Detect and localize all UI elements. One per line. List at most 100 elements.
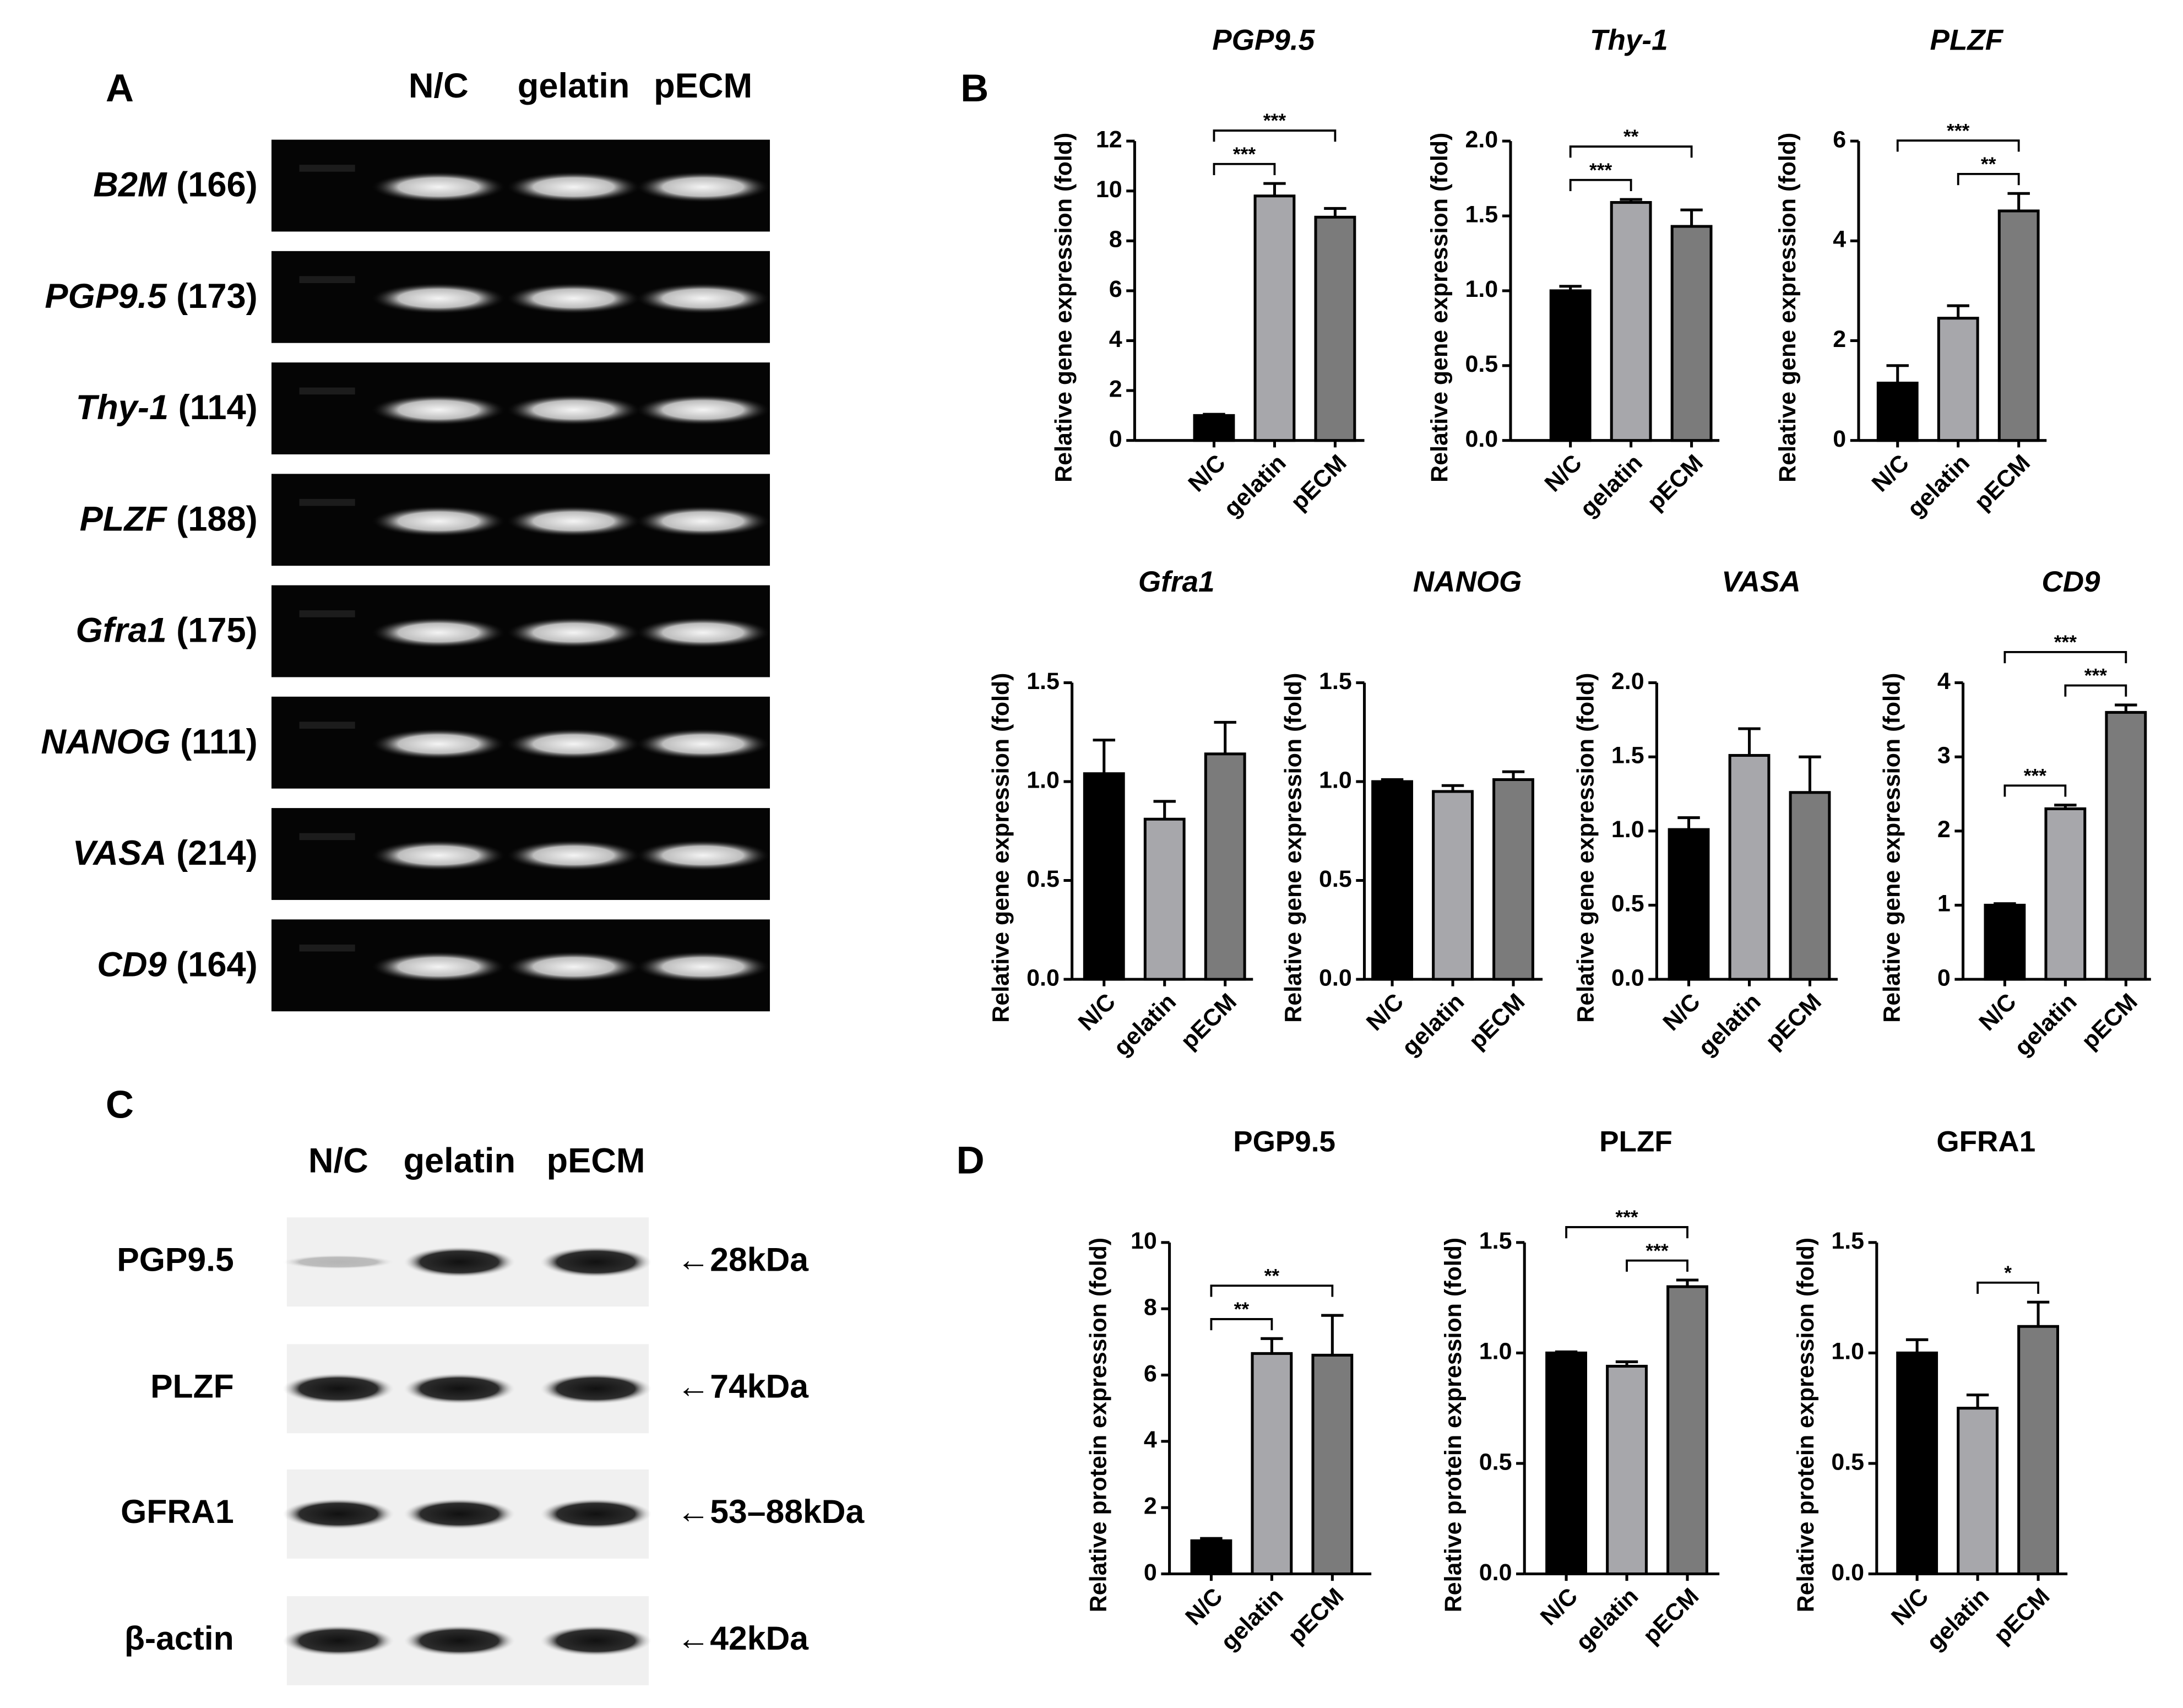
- error-bar: [1559, 285, 1582, 291]
- error-bar: [2115, 703, 2137, 713]
- product-size: (166): [176, 165, 258, 204]
- error-bar: [1381, 778, 1404, 782]
- ladder-band: [299, 833, 355, 841]
- y-tick-label: 4: [1109, 326, 1122, 353]
- gene-name: PGP9.5: [45, 276, 167, 315]
- significance-bracket: [1957, 172, 2020, 186]
- y-tick-label: 1.0: [1319, 767, 1352, 793]
- gel-band: [636, 171, 770, 203]
- gene-name: Gfra1: [76, 611, 167, 649]
- panel-label: C: [106, 1082, 134, 1126]
- y-tick-label: 4: [1144, 1427, 1157, 1453]
- gene-name: B2M: [93, 165, 167, 204]
- chart-title: PLZF: [1599, 1125, 1672, 1158]
- blot-band: [283, 1255, 394, 1269]
- y-tick-label: 1.5: [1027, 668, 1060, 695]
- gel-band: [371, 394, 506, 425]
- gel-band: [507, 283, 640, 314]
- bar: [1083, 772, 1125, 981]
- protein-label: β-actin: [124, 1619, 234, 1657]
- y-tick-label: 2.0: [1611, 668, 1644, 695]
- y-tick-label: 1.0: [1479, 1338, 1512, 1365]
- gene-name: NANOG: [41, 722, 170, 761]
- panel-label: D: [957, 1138, 985, 1181]
- y-tick-label: 0: [1109, 426, 1122, 452]
- product-size: (164): [176, 945, 258, 984]
- gel-band: [371, 506, 506, 537]
- lane-label: N/C: [409, 67, 469, 105]
- y-tick-label: 2: [1144, 1493, 1157, 1520]
- y-axis-label: Relative gene expression (fold): [988, 673, 1014, 1023]
- bar: [1666, 1285, 1708, 1576]
- chart-title: VASA: [1722, 566, 1801, 598]
- lane-label: pECM: [547, 1141, 645, 1180]
- gene-label: PGP9.5 (173): [45, 276, 257, 315]
- significance-label: ***: [2054, 632, 2077, 653]
- gene-label: PLZF (188): [80, 500, 258, 538]
- y-tick-label: 0.0: [1479, 1559, 1512, 1586]
- gel-band: [636, 840, 770, 871]
- significance-label: ***: [1646, 1240, 1669, 1262]
- ladder-band: [299, 722, 355, 729]
- y-tick-label: 6: [1144, 1360, 1157, 1387]
- protein-label: PGP9.5: [117, 1240, 233, 1278]
- blot-band: [283, 1373, 394, 1405]
- bar: [1957, 1407, 1999, 1576]
- bar: [1997, 209, 2040, 442]
- gel-band: [507, 506, 640, 537]
- ladder-band: [299, 387, 355, 395]
- error-bar: [1738, 727, 1761, 756]
- significance-bracket: [1213, 162, 1276, 175]
- bar: [1190, 1539, 1232, 1576]
- error-bar: [2007, 192, 2030, 211]
- bar: [1492, 778, 1534, 981]
- gel-band: [371, 283, 506, 314]
- bar: [1193, 414, 1235, 442]
- gel-band: [507, 394, 640, 425]
- blot-band: [404, 1373, 515, 1405]
- y-tick-label: 0.0: [1319, 964, 1352, 991]
- chart-title: Thy-1: [1590, 24, 1668, 57]
- lane-label: pECM: [654, 67, 752, 105]
- error-bar: [1680, 208, 1703, 227]
- y-tick-label: 3: [1937, 742, 1951, 769]
- bar: [1984, 903, 2026, 981]
- y-tick-label: 12: [1096, 126, 1122, 153]
- error-bar: [2027, 1300, 2050, 1327]
- y-tick-label: 1: [1937, 891, 1951, 917]
- y-tick-label: 1.0: [1027, 767, 1060, 793]
- error-bar: [2054, 804, 2077, 809]
- error-bar: [1966, 1393, 1989, 1408]
- y-tick-label: 0: [1937, 964, 1951, 991]
- significance-bracket: [1569, 178, 1632, 191]
- bar: [2105, 711, 2147, 981]
- y-tick-label: 0.5: [1479, 1449, 1512, 1475]
- significance-label: **: [1234, 1299, 1250, 1320]
- bar: [1253, 194, 1296, 442]
- bar: [2017, 1325, 2060, 1576]
- blot-band: [404, 1625, 515, 1656]
- lane-label: gelatin: [403, 1141, 515, 1180]
- blot-band: [540, 1625, 652, 1656]
- y-tick-label: 1.0: [1611, 816, 1644, 843]
- error-bar: [1676, 1278, 1699, 1287]
- error-bar: [1615, 1360, 1638, 1367]
- significance-bracket: [1626, 1259, 1688, 1272]
- ladder-band: [299, 610, 355, 617]
- panel-label: A: [106, 66, 134, 110]
- gel-band: [507, 617, 640, 648]
- gel-band: [507, 728, 640, 760]
- gene-label: NANOG (111): [41, 722, 257, 761]
- y-tick-label: 6: [1833, 126, 1846, 153]
- y-tick-label: 0.5: [1319, 866, 1352, 892]
- mw-label: ←74kDa: [677, 1367, 810, 1405]
- y-tick-label: 0: [1833, 426, 1846, 452]
- y-tick-label: 10: [1096, 176, 1122, 203]
- bar: [1251, 1352, 1293, 1576]
- gel-band: [636, 951, 770, 983]
- bar: [1371, 780, 1413, 981]
- chart-title: CD9: [2041, 566, 2100, 598]
- error-bar: [1324, 207, 1346, 218]
- ladder-band: [299, 276, 355, 283]
- y-axis-label: Relative protein expression (fold): [1440, 1238, 1467, 1612]
